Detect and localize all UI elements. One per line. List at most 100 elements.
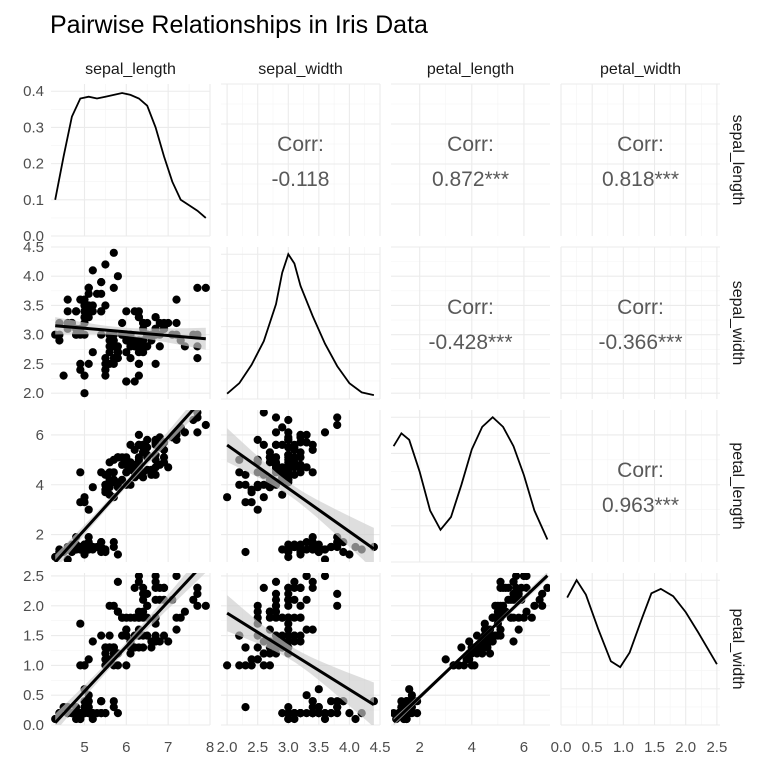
data-point: [271, 607, 281, 616]
data-point: [101, 371, 110, 380]
data-point: [84, 283, 93, 292]
data-point: [201, 601, 210, 610]
data-point: [413, 709, 422, 718]
data-point: [284, 619, 293, 628]
y-tick-label: 1.5: [23, 628, 44, 645]
data-point: [241, 703, 250, 712]
data-point: [147, 637, 156, 646]
data-point: [296, 631, 305, 640]
data-point: [126, 354, 135, 363]
data-point: [223, 661, 232, 670]
data-point: [109, 538, 118, 547]
data-point: [101, 260, 110, 269]
regression-line: [226, 611, 375, 707]
panel-petal_length-petal_length: [391, 410, 550, 563]
data-point: [101, 365, 110, 374]
confidence-band: [227, 428, 374, 562]
data-point: [88, 301, 97, 310]
corr-label: Corr:: [617, 459, 664, 482]
data-point: [284, 709, 293, 718]
corr-value: 0.818***: [602, 168, 679, 191]
data-point: [105, 631, 114, 640]
data-point: [241, 643, 250, 652]
data-point: [155, 318, 164, 328]
data-point: [80, 389, 89, 398]
data-point: [302, 438, 311, 447]
data-point: [113, 550, 122, 559]
data-point: [235, 468, 244, 477]
data-point: [84, 307, 93, 316]
data-point: [290, 709, 299, 718]
data-point: [151, 631, 160, 640]
data-point: [259, 440, 268, 449]
data-point: [308, 703, 317, 712]
data-point: [172, 318, 181, 328]
data-point: [284, 415, 293, 425]
data-point: [76, 468, 85, 477]
data-point: [327, 709, 336, 718]
data-point: [302, 709, 311, 718]
data-point: [314, 540, 323, 549]
x-tick-label: 0.5: [582, 739, 603, 756]
data-point: [284, 589, 293, 599]
data-point: [130, 445, 139, 454]
row-strip-label: petal_length: [729, 442, 746, 529]
data-point: [284, 428, 293, 437]
data-point: [320, 428, 330, 437]
data-point: [290, 637, 299, 646]
data-point: [72, 545, 81, 554]
data-point: [512, 573, 521, 581]
y-tick-label: 2.0: [23, 598, 44, 615]
data-point: [118, 318, 127, 328]
data-point: [284, 435, 293, 444]
data-point: [271, 577, 281, 587]
x-tick-label: 4.0: [339, 739, 360, 756]
panel-petal_length-sepal_width: [221, 410, 381, 562]
data-point: [151, 573, 160, 581]
data-point: [134, 342, 143, 351]
data-point: [314, 709, 323, 718]
data-point: [271, 428, 281, 437]
y-tick-label: 0.0: [23, 228, 44, 245]
regression-line: [54, 410, 195, 562]
data-point: [345, 709, 354, 718]
data-point: [76, 365, 85, 374]
data-point: [488, 613, 497, 622]
data-point: [284, 625, 293, 634]
x-tick-label: 7: [164, 739, 172, 756]
panel-sepal_width-sepal_width: [221, 247, 381, 400]
y-tick-label: 2.0: [23, 385, 44, 402]
data-point: [172, 625, 181, 634]
data-point: [265, 613, 274, 622]
data-point: [172, 573, 181, 581]
data-point: [278, 490, 287, 499]
x-tick-label: 4: [468, 739, 476, 756]
data-point: [105, 348, 114, 357]
data-point: [296, 613, 305, 622]
data-point: [302, 625, 311, 634]
data-point: [126, 649, 135, 658]
data-point: [139, 583, 148, 593]
y-tick-label: 6: [36, 427, 44, 444]
data-point: [139, 443, 148, 452]
panel-plot-area: [391, 573, 550, 725]
data-point: [76, 359, 85, 368]
data-point: [88, 266, 97, 275]
data-point: [223, 493, 232, 502]
data-point: [122, 631, 131, 640]
data-point: [271, 589, 281, 599]
data-point: [101, 359, 110, 368]
data-point: [241, 661, 250, 670]
corr-value: 0.872***: [432, 168, 509, 191]
data-point: [253, 655, 262, 664]
data-point: [109, 248, 118, 257]
data-point: [259, 493, 268, 502]
y-tick-label: 0.0: [23, 717, 44, 734]
data-point: [130, 643, 139, 652]
data-point: [80, 498, 89, 507]
data-point: [265, 607, 274, 616]
data-point: [472, 631, 482, 640]
data-point: [113, 342, 122, 351]
data-point: [527, 613, 536, 622]
